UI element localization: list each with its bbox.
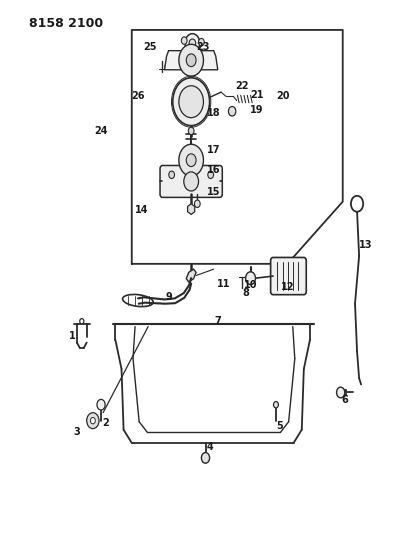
- Circle shape: [80, 319, 84, 324]
- Text: 19: 19: [250, 104, 263, 115]
- Circle shape: [184, 172, 199, 191]
- Text: 24: 24: [94, 126, 108, 136]
- Text: 25: 25: [143, 43, 157, 52]
- Text: 7: 7: [215, 316, 221, 326]
- Text: 22: 22: [236, 81, 249, 91]
- Circle shape: [87, 413, 99, 429]
- Text: 11: 11: [217, 279, 231, 288]
- Text: 13: 13: [358, 240, 372, 250]
- Circle shape: [208, 171, 214, 179]
- Text: 3: 3: [73, 427, 80, 438]
- Circle shape: [97, 399, 105, 410]
- Circle shape: [273, 401, 278, 408]
- Polygon shape: [187, 204, 195, 214]
- Circle shape: [169, 171, 175, 179]
- Text: 14: 14: [135, 205, 149, 215]
- Text: 21: 21: [250, 90, 263, 100]
- Text: 4: 4: [206, 442, 213, 452]
- Text: 16: 16: [207, 165, 220, 175]
- Text: 9: 9: [165, 292, 172, 302]
- Text: 10: 10: [244, 280, 257, 289]
- Circle shape: [246, 272, 256, 285]
- FancyBboxPatch shape: [270, 257, 306, 295]
- Circle shape: [189, 39, 196, 47]
- Circle shape: [337, 387, 345, 398]
- Circle shape: [185, 34, 200, 53]
- Circle shape: [173, 78, 210, 126]
- Text: 26: 26: [131, 91, 145, 101]
- Polygon shape: [186, 269, 196, 282]
- Circle shape: [199, 38, 204, 46]
- Text: 12: 12: [281, 282, 294, 292]
- Circle shape: [186, 54, 196, 67]
- Polygon shape: [164, 51, 218, 70]
- Text: 20: 20: [277, 91, 290, 101]
- Text: 6: 6: [342, 395, 348, 406]
- Circle shape: [194, 200, 200, 207]
- Text: 5: 5: [276, 421, 283, 431]
- Circle shape: [186, 154, 196, 166]
- Circle shape: [179, 144, 203, 176]
- Text: 15: 15: [207, 187, 220, 197]
- Text: 2: 2: [102, 418, 109, 429]
- Text: 1: 1: [69, 330, 76, 341]
- Circle shape: [188, 127, 194, 135]
- Text: 18: 18: [207, 108, 221, 118]
- Circle shape: [201, 453, 210, 463]
- Text: 23: 23: [197, 43, 210, 52]
- Text: 17: 17: [207, 144, 220, 155]
- Text: 8: 8: [242, 288, 249, 298]
- FancyBboxPatch shape: [160, 165, 222, 197]
- Circle shape: [179, 86, 203, 118]
- Circle shape: [179, 44, 203, 76]
- Circle shape: [90, 417, 95, 424]
- Text: 8158 2100: 8158 2100: [29, 17, 104, 30]
- Circle shape: [181, 37, 187, 44]
- Circle shape: [229, 107, 236, 116]
